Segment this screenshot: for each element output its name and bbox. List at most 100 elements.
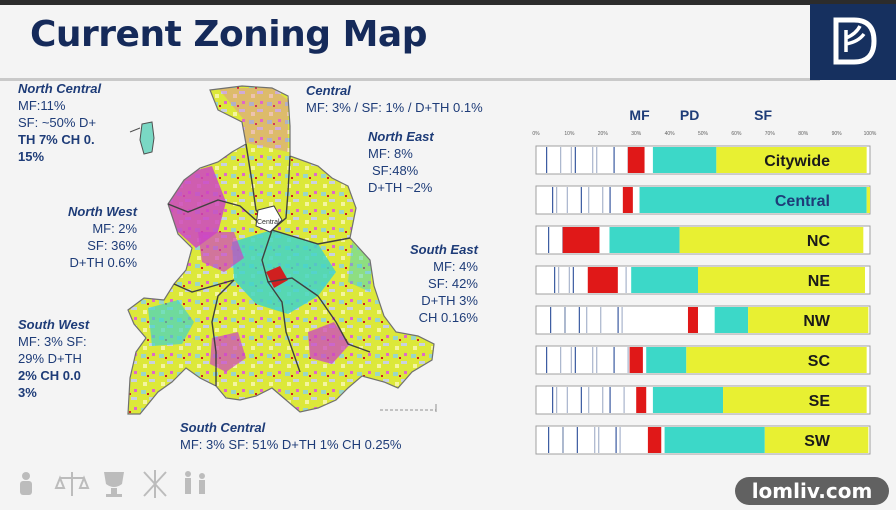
bar-segment-mf <box>629 347 643 373</box>
x-tick-label: 80% <box>798 131 809 137</box>
bar-stripe <box>558 267 560 293</box>
region-stat: SF: 36% <box>87 238 138 253</box>
bar-stripe <box>592 347 594 373</box>
bar-stripe <box>572 267 574 293</box>
region-south-west: South West MF: 3% SF: 29% D+TH 2% CH 0.0… <box>18 316 89 401</box>
region-south-east: South East MF: 4% SF: 42% D+TH 3% CH 0.1… <box>410 241 478 326</box>
region-name: South East <box>410 242 478 257</box>
region-north-central: North Central MF:11% SF: ~50% D+ TH 7% C… <box>18 80 101 165</box>
x-tick-label: 90% <box>832 131 843 137</box>
category-label: NE <box>808 273 831 290</box>
bar-stripe <box>566 187 568 213</box>
bar-stripe <box>548 227 550 253</box>
region-stat: 3% <box>18 385 37 400</box>
bar-stripe <box>627 347 629 373</box>
region-stat: MF: 3% SF: 51% D+TH 1% CH 0.25% <box>180 437 402 452</box>
region-stat: 29% D+TH <box>18 351 82 366</box>
x-tick-label: 30% <box>631 131 642 137</box>
region-name: Central <box>306 83 351 98</box>
bar-segment-pd <box>652 147 717 173</box>
region-stat: D+TH 0.6% <box>69 255 138 270</box>
category-label: SE <box>809 393 831 410</box>
bar-stripe <box>586 307 588 333</box>
bar-segment-sf <box>679 227 864 253</box>
region-stat: SF: 42% <box>428 276 478 291</box>
top-stripe <box>0 0 896 5</box>
region-stat: 2% CH 0.0 <box>18 368 81 383</box>
x-tick-label: 100% <box>864 131 877 137</box>
bar-stripe <box>588 387 590 413</box>
pattern-icon <box>143 470 167 498</box>
bar-stripe <box>623 387 625 413</box>
region-stat: D+TH 3% <box>421 293 478 308</box>
watermark: lomliv.com <box>735 477 889 505</box>
region-stat: MF: 2% <box>92 221 138 236</box>
bar-stripe <box>596 347 598 373</box>
title-divider <box>0 78 820 81</box>
bar-stripe <box>588 187 590 213</box>
bar-stripe <box>554 267 556 293</box>
region-stat: D+TH ~2% <box>368 180 433 195</box>
bar-stripe <box>615 427 617 453</box>
x-tick-label: 50% <box>698 131 709 137</box>
city-logo <box>810 4 896 80</box>
trophy-icon <box>104 472 124 497</box>
bar-segment-mf <box>562 227 600 253</box>
region-stat: SF: ~50% D+ <box>18 115 97 130</box>
figures-icon <box>185 471 205 494</box>
x-tick-label: 40% <box>665 131 676 137</box>
bar-stripe <box>564 307 566 333</box>
bar-segment-sf <box>716 147 867 173</box>
bar-segment-mf <box>647 427 662 453</box>
bar-stripe <box>556 187 558 213</box>
region-name: North Central <box>18 81 102 96</box>
footer-icon-strip <box>20 470 205 498</box>
bar-segment-pd <box>609 227 680 253</box>
region-stat: 15% <box>18 149 45 164</box>
bar-segment-mf <box>636 387 647 413</box>
category-label: NW <box>803 313 831 330</box>
bar-segment-mf <box>587 267 618 293</box>
bar-stripe <box>580 187 582 213</box>
bar-stripe <box>560 347 562 373</box>
region-stat: MF: 3% SF: <box>18 334 87 349</box>
bar-stripe <box>576 427 578 453</box>
region-north-east: North East MF: 8% SF:48% D+TH ~2% <box>368 128 434 196</box>
bar-stripe <box>546 147 548 173</box>
bar-segment-pd <box>664 427 765 453</box>
category-label: SW <box>804 433 831 450</box>
bar-segment-sf <box>686 347 867 373</box>
bar-segment-sf <box>764 427 869 453</box>
bar-stripe <box>552 187 554 213</box>
category-label: SC <box>808 353 831 370</box>
bar-stripe <box>548 427 550 453</box>
x-tick-label: 0% <box>532 131 540 137</box>
page-title: Current Zoning Map <box>30 14 427 55</box>
bar-stripe <box>568 267 570 293</box>
zoning-bar-chart: MF PD SF 0% 10% 20% 30% 40% 50% 60% 70% 80% 90% 100% C… <box>532 107 877 455</box>
bar-stripe <box>598 427 600 453</box>
category-label: Citywide <box>764 153 830 170</box>
scales-icon <box>54 472 90 496</box>
bar-segment-mf <box>627 147 645 173</box>
bar-segment-pd <box>714 307 749 333</box>
bar-stripe <box>570 347 572 373</box>
bar-stripe <box>562 227 564 253</box>
bar-stripe <box>566 387 568 413</box>
region-stat: TH 7% CH 0. <box>18 132 95 147</box>
people-icon <box>20 472 32 495</box>
region-north-west: North West MF: 2% SF: 36% D+TH 0.6% <box>68 203 137 271</box>
x-tick-label: 70% <box>765 131 776 137</box>
bar-stripe <box>613 147 615 173</box>
bar-stripe <box>578 307 580 333</box>
bar-stripe <box>560 147 562 173</box>
map-label-central: Central <box>257 219 280 226</box>
bar-segment-sf <box>723 387 867 413</box>
bar-stripe <box>594 427 596 453</box>
column-header-mf: MF <box>629 107 650 123</box>
region-name: North West <box>68 204 138 219</box>
region-central: Central MF: 3% / SF: 1% / D+TH 0.1% <box>306 82 483 116</box>
region-stat: MF: 8% <box>368 146 413 161</box>
bar-stripe <box>562 427 564 453</box>
